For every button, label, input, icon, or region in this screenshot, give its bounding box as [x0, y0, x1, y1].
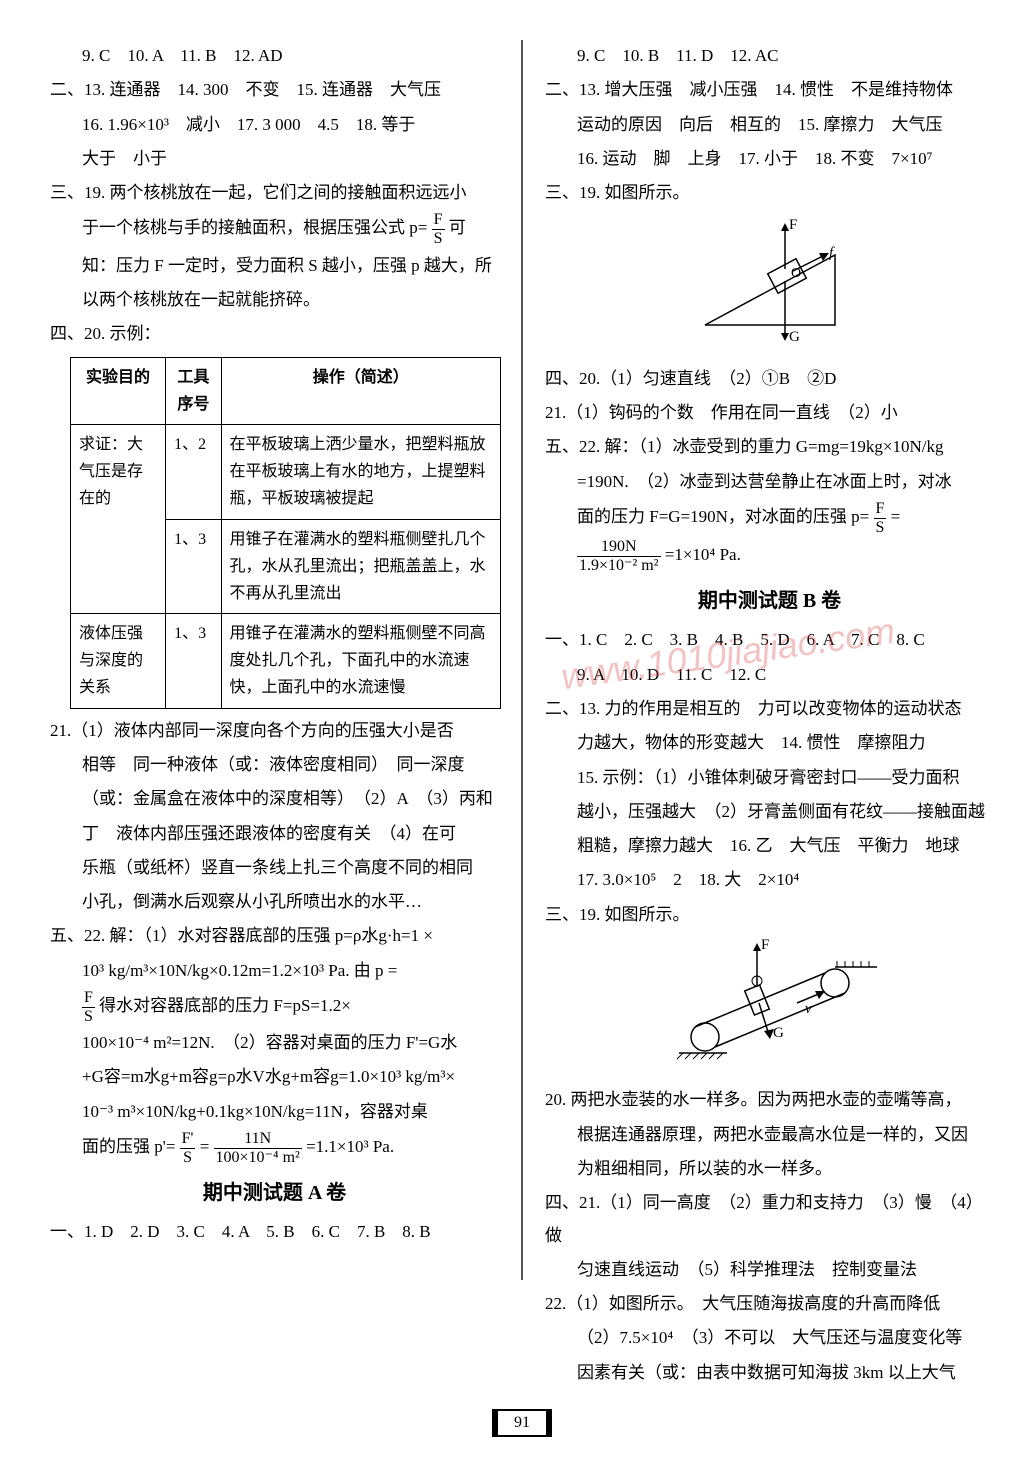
answer-line: 因素有关（或：由表中数据可知海拔 3km 以上大气 — [545, 1357, 994, 1389]
table-cell: 求证：大气压是存在的 — [71, 424, 166, 613]
table-cell: 用锥子在灌满水的塑料瓶侧壁扎几个孔，水从孔里流出；把瓶盖盖上，水不再从孔里流出 — [221, 519, 501, 614]
answer-line: 运动的原因 向后 相互的 15. 摩擦力 大气压 — [545, 109, 994, 141]
text: 可 — [449, 218, 466, 237]
table-cell: 1、2 — [166, 424, 221, 519]
section-title: 期中测试题 A 卷 — [50, 1174, 499, 1212]
fraction: F'S — [180, 1130, 196, 1166]
page-number: 91 — [492, 1409, 552, 1437]
answer-line: 16. 运动 脚 上身 17. 小于 18. 不变 7×10⁷ — [545, 143, 994, 175]
answer-line: 丁 液体内部压强还跟液体的密度有关 （4）在可 — [50, 818, 499, 850]
answer-line: 21.（1）钩码的个数 作用在同一直线 （2）小 — [545, 397, 994, 429]
answer-line: =190N. （2）冰壶到达营垒静止在冰面上时，对冰 — [545, 466, 994, 498]
svg-text:F: F — [789, 217, 797, 233]
table-cell: 1、3 — [166, 519, 221, 614]
answer-line: 100×10⁻⁴ m²=12N. （2）容器对桌面的压力 F'=G水 — [50, 1027, 499, 1059]
table-header: 实验目的 — [71, 357, 166, 424]
answer-line: 越小，压强越大 （2）牙膏盖侧面有花纹——接触面越 — [545, 796, 994, 828]
left-column: 9. C 10. A 11. B 12. AD 二、13. 连通器 14. 30… — [50, 40, 499, 1391]
fraction: FS — [432, 211, 445, 247]
table-cell: 1、3 — [166, 614, 221, 709]
answer-line: 面的压强 p'= F'S = 11N100×10⁻⁴ m² =1.1×10³ P… — [50, 1130, 499, 1166]
answer-line: 大于 小于 — [50, 143, 499, 175]
answer-line: 16. 1.96×10³ 减小 17. 3 000 4.5 18. 等于 — [50, 109, 499, 141]
answer-line: （或：金属盒在液体中的深度相等） （2）A （3）丙和 — [50, 783, 499, 815]
svg-text:f: f — [829, 245, 835, 261]
svg-text:v: v — [805, 1001, 812, 1017]
answer-line: 二、13. 连通器 14. 300 不变 15. 连通器 大气压 — [50, 74, 499, 106]
answer-line: 20. 两把水壶装的水一样多。因为两把水壶的壶嘴等高， — [545, 1084, 994, 1116]
answer-line: 三、19. 如图所示。 — [545, 177, 994, 209]
experiment-table: 实验目的 工具序号 操作（简述） 求证：大气压是存在的 1、2 在平板玻璃上洒少… — [70, 357, 501, 709]
answer-line: 三、19. 两个核桃放在一起，它们之间的接触面积远远小 — [50, 177, 499, 209]
figure-conveyor: F G v — [545, 937, 994, 1078]
answer-line: 四、20. 示例： — [50, 318, 499, 350]
text: = — [200, 1137, 210, 1156]
answer-line: 力越大，物体的形变越大 14. 惯性 摩擦阻力 — [545, 727, 994, 759]
table-cell: 液体压强与深度的关系 — [71, 614, 166, 709]
table-cell: 在平板玻璃上洒少量水，把塑料瓶放在平板玻璃上有水的地方，上提塑料瓶，平板玻璃被提… — [221, 424, 501, 519]
answer-line: 一、1. D 2. D 3. C 4. A 5. B 6. C 7. B 8. … — [50, 1216, 499, 1248]
answer-line: 于一个核桃与手的接触面积，根据压强公式 p= FS 可 — [50, 211, 499, 247]
text: 于一个核桃与手的接触面积，根据压强公式 p= — [82, 218, 427, 237]
svg-text:F: F — [761, 937, 769, 953]
answer-line: 三、19. 如图所示。 — [545, 899, 994, 931]
answer-line: 10⁻³ m³×10N/kg+0.1kg×10N/kg=11N，容器对桌 — [50, 1096, 499, 1128]
section-title: 期中测试题 B 卷 — [545, 582, 994, 620]
answer-line: 四、20.（1）匀速直线 （2）①B ②D — [545, 363, 994, 395]
answer-line: 五、22. 解：（1）冰壶受到的重力 G=mg=19kg×10N/kg — [545, 431, 994, 463]
answer-line: 乐瓶（或纸杯）竖直一条线上扎三个高度不同的相同 — [50, 852, 499, 884]
answer-line: 根据连通器原理，两把水壶最高水位是一样的，又因 — [545, 1119, 994, 1151]
answer-line: 知：压力 F 一定时，受力面积 S 越小，压强 p 越大，所 — [50, 250, 499, 282]
answer-line: 9. C 10. B 11. D 12. AC — [545, 40, 994, 72]
svg-text:G: G — [789, 329, 800, 345]
svg-text:G: G — [773, 1025, 784, 1041]
answer-line: 为粗细相同，所以装的水一样多。 — [545, 1153, 994, 1185]
conveyor-diagram-icon: F G v — [655, 937, 885, 1067]
table-header: 操作（简述） — [221, 357, 501, 424]
column-divider — [521, 40, 523, 1280]
fraction: 11N100×10⁻⁴ m² — [214, 1130, 302, 1166]
answer-line: 17. 3.0×10⁵ 2 18. 大 2×10⁴ — [545, 864, 994, 896]
fraction: FS — [874, 500, 887, 536]
answer-line: 一、1. C 2. C 3. B 4. B 5. D 6. A 7. C 8. … — [545, 624, 994, 656]
fraction: FS — [82, 989, 95, 1025]
table-cell: 用锥子在灌满水的塑料瓶侧壁不同高度处扎几个孔，下面孔中的水流速快，上面孔中的水流… — [221, 614, 501, 709]
svg-text:O: O — [791, 266, 801, 281]
answer-line: 15. 示例：（1）小锥体刺破牙膏密封口——受力面积 — [545, 762, 994, 794]
right-column: 9. C 10. B 11. D 12. AC 二、13. 增大压强 减小压强 … — [545, 40, 994, 1391]
answer-line: 面的压力 F=G=190N，对冰面的压强 p= FS = — [545, 500, 994, 536]
answer-line: （2）7.5×10⁴ （3）不可以 大气压还与温度变化等 — [545, 1322, 994, 1354]
answer-line: 粗糙，摩擦力越大 16. 乙 大气压 平衡力 地球 — [545, 830, 994, 862]
answer-line: FS 得水对容器底部的压力 F=pS=1.2× — [50, 989, 499, 1025]
answer-line: 21.（1）液体内部同一深度向各个方向的压强大小是否 — [50, 715, 499, 747]
answer-line: 22.（1）如图所示。 大气压随海拔高度的升高而降低 — [545, 1288, 994, 1320]
text: = — [891, 507, 901, 526]
text: 得水对容器底部的压力 F=pS=1.2× — [99, 996, 351, 1015]
text: =1×10⁴ Pa. — [665, 545, 741, 564]
answer-line: 小孔，倒满水后观察从小孔所喷出水的水平… — [50, 886, 499, 918]
answer-line: 以两个核桃放在一起就能挤碎。 — [50, 284, 499, 316]
answer-line: 10³ kg/m³×10N/kg×0.12m=1.2×10³ Pa. 由 p = — [50, 955, 499, 987]
text: =1.1×10³ Pa. — [306, 1137, 394, 1156]
text: 面的压强 p'= — [82, 1137, 175, 1156]
answer-line: 9. A 10. D 11. C 12. C — [545, 659, 994, 691]
table-header: 工具序号 — [166, 357, 221, 424]
fraction: 190N1.9×10⁻² m² — [577, 538, 661, 574]
answer-line: 190N1.9×10⁻² m² =1×10⁴ Pa. — [545, 538, 994, 574]
answer-line: 二、13. 力的作用是相互的 力可以改变物体的运动状态 — [545, 693, 994, 725]
answer-line: 二、13. 增大压强 减小压强 14. 惯性 不是维持物体 — [545, 74, 994, 106]
text: 面的压力 F=G=190N，对冰面的压强 p= — [577, 507, 869, 526]
figure-incline: F f O G — [545, 215, 994, 356]
answer-line: 四、21.（1）同一高度 （2）重力和支持力 （3）慢 （4）做 — [545, 1187, 994, 1252]
answer-line: +G容=m水g+m容g=ρ水V水g+m容g=1.0×10³ kg/m³× — [50, 1061, 499, 1093]
answer-line: 五、22. 解：（1）水对容器底部的压强 p=ρ水g·h=1 × — [50, 920, 499, 952]
answer-line: 相等 同一种液体（或：液体密度相同） 同一深度 — [50, 749, 499, 781]
answer-line: 匀速直线运动 （5）科学推理法 控制变量法 — [545, 1254, 994, 1286]
incline-diagram-icon: F f O G — [685, 215, 855, 345]
answer-line: 9. C 10. A 11. B 12. AD — [50, 40, 499, 72]
